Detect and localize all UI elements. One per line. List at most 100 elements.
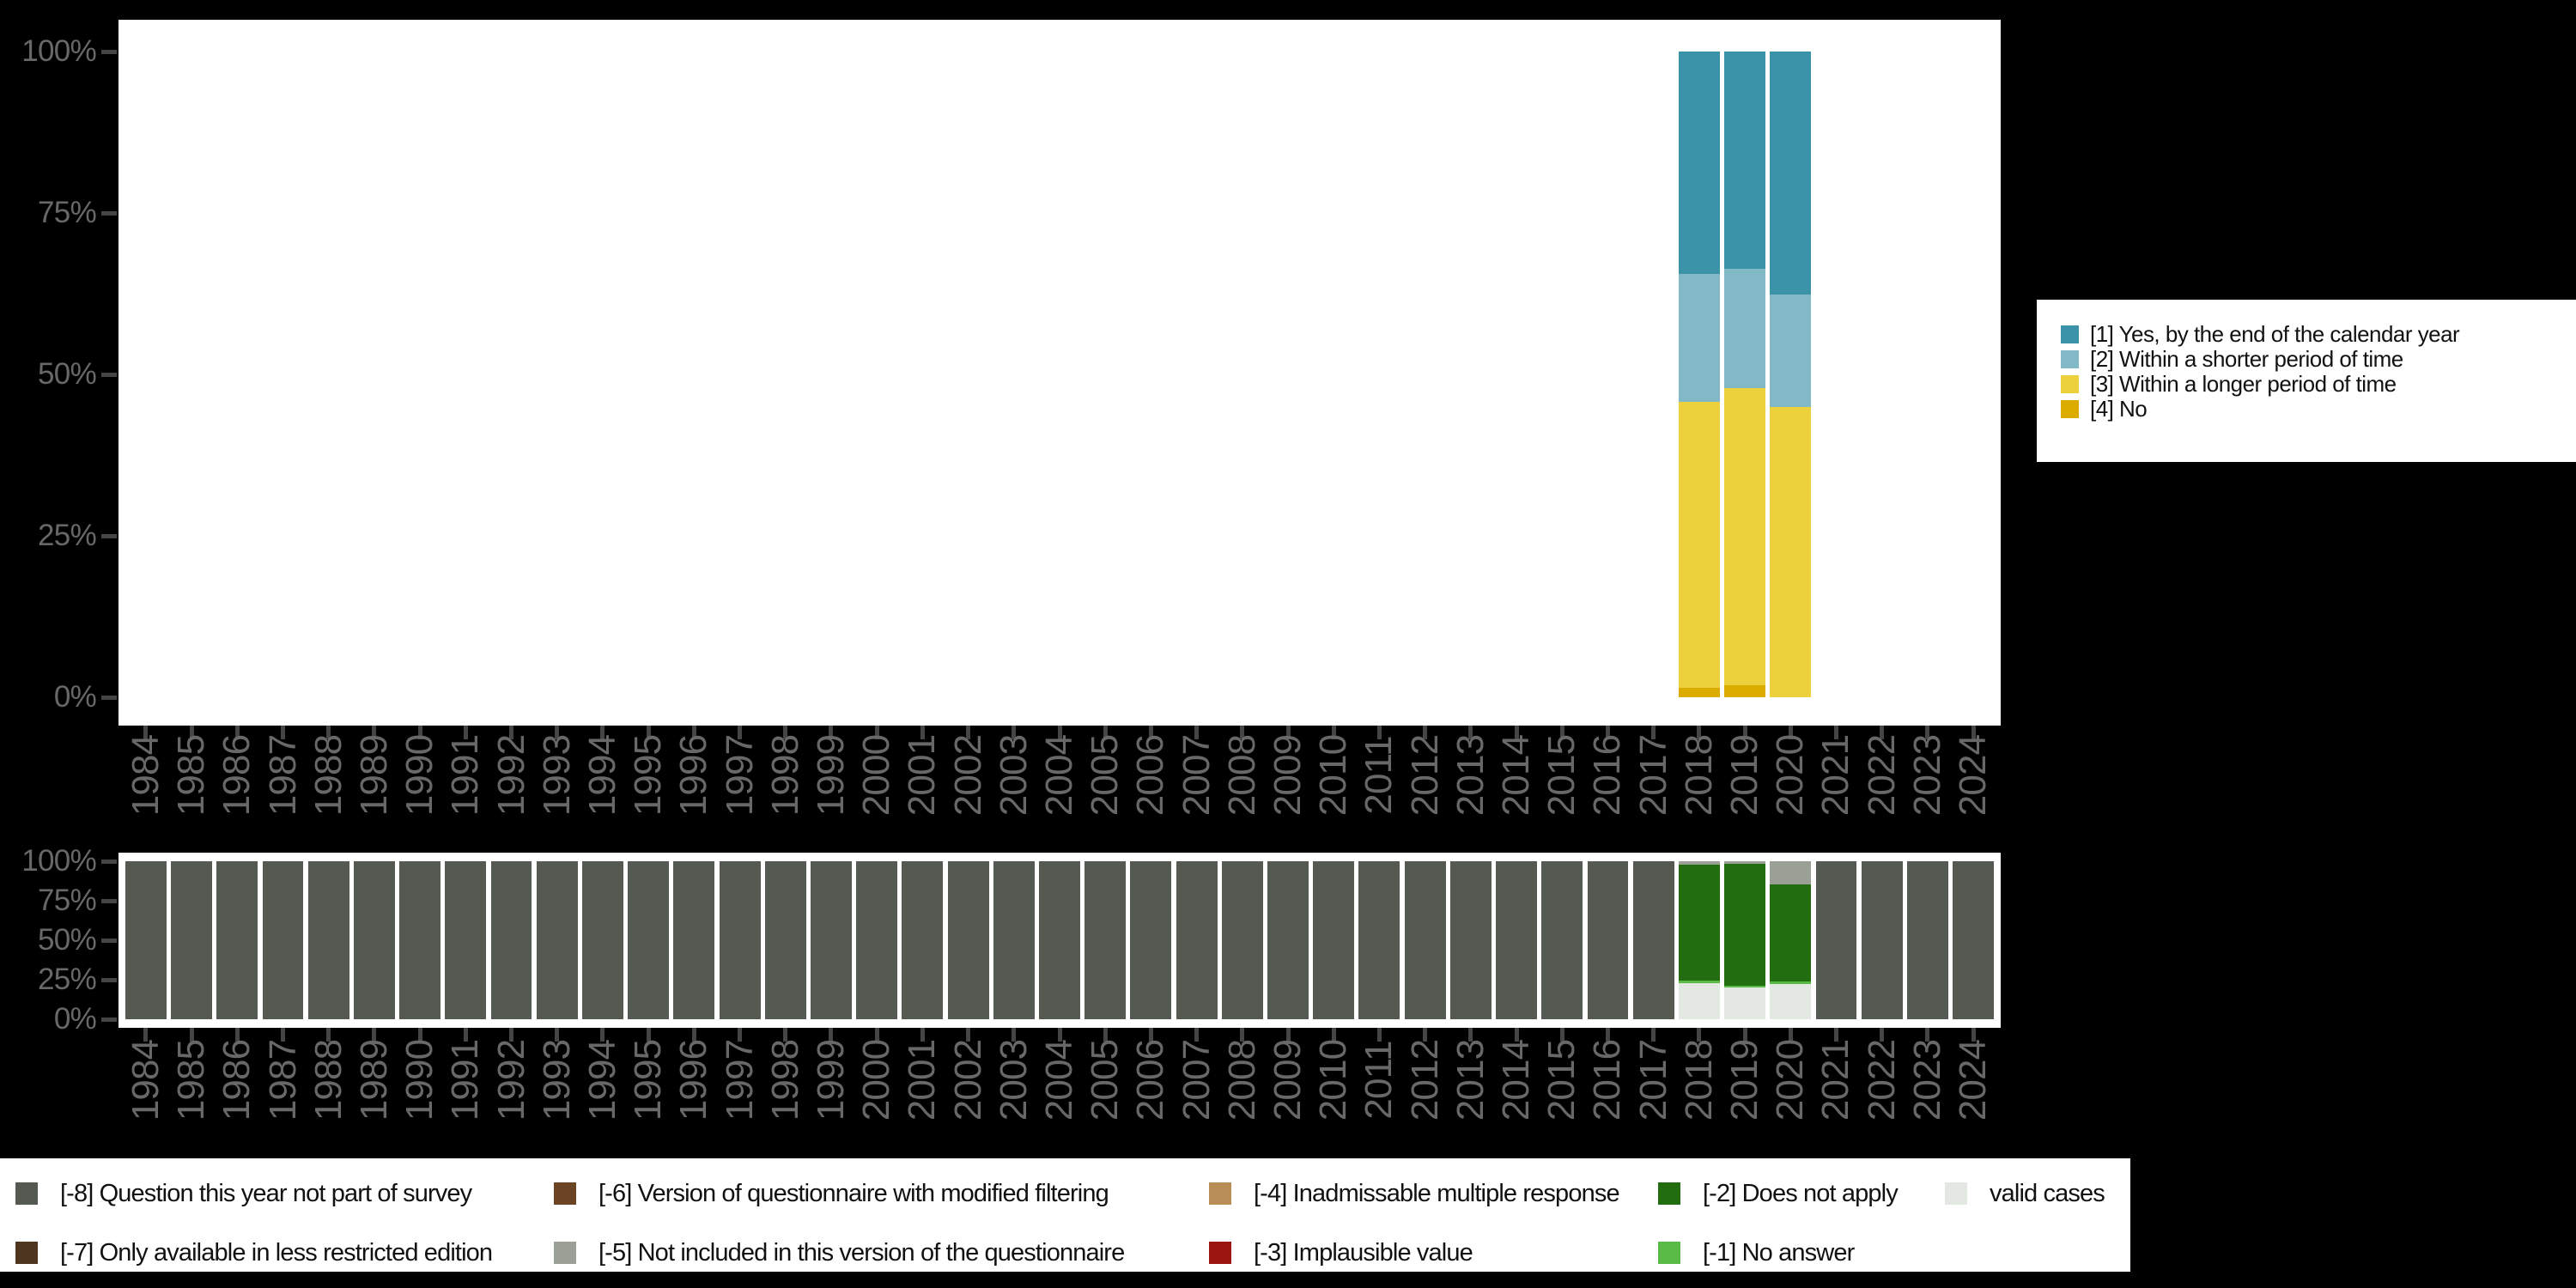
bar-segment-missing-values-1984 bbox=[125, 861, 167, 1019]
x-axis-tick bbox=[600, 726, 605, 739]
x-axis-label: 1993 bbox=[535, 734, 578, 817]
bar-segment-missing-values-2017 bbox=[1632, 861, 1674, 1019]
x-axis-label: 2020 bbox=[1769, 1039, 1812, 1121]
bar-segment-missing-values-2006 bbox=[1130, 861, 1172, 1019]
bar-segment-missing-values-2013 bbox=[1449, 861, 1492, 1019]
x-axis-label: 2006 bbox=[1129, 734, 1172, 817]
x-axis-tick bbox=[1559, 1028, 1564, 1042]
x-axis-tick bbox=[1331, 726, 1336, 739]
x-axis-label: 2009 bbox=[1267, 734, 1309, 817]
x-axis-tick bbox=[1833, 1028, 1838, 1042]
x-axis-tick bbox=[1788, 1028, 1793, 1042]
legend-label: [-6] Version of questionnaire with modif… bbox=[598, 1179, 1109, 1207]
x-axis-tick bbox=[509, 726, 514, 739]
y-axis-label: 0% bbox=[53, 680, 97, 714]
x-axis-label: 1986 bbox=[216, 734, 258, 817]
bar-segment-responses-2020 bbox=[1770, 52, 1812, 295]
x-axis-tick bbox=[1605, 726, 1610, 739]
x-axis-label: 1995 bbox=[627, 734, 670, 817]
bar-segment-missing-values-2010 bbox=[1313, 861, 1355, 1019]
missing-legend-item: [-5] Not included in this version of the… bbox=[554, 1239, 1125, 1267]
x-axis-tick bbox=[1742, 726, 1747, 739]
x-axis-label: 1998 bbox=[763, 1039, 806, 1121]
x-axis-tick bbox=[1971, 1028, 1976, 1042]
x-axis-tick bbox=[600, 1028, 605, 1042]
bar-segment-missing-values-2008 bbox=[1221, 861, 1263, 1019]
x-axis-label: 2015 bbox=[1540, 1039, 1583, 1121]
bar-segment-missing-values-2018 bbox=[1678, 861, 1720, 865]
x-axis-label: 2012 bbox=[1403, 1039, 1446, 1121]
x-axis-label: 2014 bbox=[1495, 734, 1538, 817]
x-axis-tick bbox=[1103, 1028, 1108, 1042]
bar-segment-missing-values-1986 bbox=[216, 861, 258, 1019]
y-axis-label: 50% bbox=[38, 923, 97, 957]
x-axis-tick bbox=[281, 1028, 286, 1042]
bar-segment-missing-values-2020 bbox=[1770, 884, 1812, 981]
x-axis-tick bbox=[738, 726, 743, 739]
x-axis-label: 1996 bbox=[672, 734, 715, 817]
bar-segment-missing-values-2012 bbox=[1404, 861, 1446, 1019]
x-axis-tick bbox=[783, 726, 788, 739]
bar-segment-missing-values-1991 bbox=[445, 861, 487, 1019]
x-axis-label: 2024 bbox=[1952, 734, 1995, 817]
bar-segment-missing-values-2007 bbox=[1176, 861, 1218, 1019]
legend-swatch bbox=[15, 1182, 38, 1205]
bar-segment-responses-2019 bbox=[1724, 52, 1765, 270]
x-axis-label: 2004 bbox=[1038, 734, 1080, 817]
x-axis-tick bbox=[1103, 726, 1108, 739]
bar-segment-missing-values-1985 bbox=[171, 861, 213, 1019]
x-axis-label: 2020 bbox=[1769, 734, 1812, 817]
bar-segment-missing-values-2009 bbox=[1267, 861, 1309, 1019]
x-axis-label: 1997 bbox=[718, 734, 761, 817]
x-axis-tick bbox=[509, 1028, 514, 1042]
x-axis-label: 2010 bbox=[1312, 1039, 1355, 1121]
bar-segment-missing-values-2004 bbox=[1039, 861, 1080, 1019]
x-axis-label: 2011 bbox=[1358, 1041, 1400, 1120]
x-axis-label: 2019 bbox=[1723, 734, 1766, 817]
bar-segment-responses-2018 bbox=[1678, 274, 1720, 402]
y-axis-label: 50% bbox=[38, 357, 97, 391]
x-axis-tick bbox=[326, 726, 331, 739]
legend-label: [4] No bbox=[2090, 396, 2148, 422]
bar-segment-missing-values-2000 bbox=[856, 861, 898, 1019]
bar-segment-responses-2020 bbox=[1770, 406, 1812, 697]
x-axis-label: 2022 bbox=[1860, 734, 1903, 817]
x-axis-label: 1989 bbox=[352, 734, 395, 817]
x-axis-label: 2000 bbox=[855, 734, 898, 817]
bar-segment-missing-values-1999 bbox=[811, 861, 852, 1019]
x-axis-tick bbox=[738, 1028, 743, 1042]
x-axis-label: 1990 bbox=[398, 1039, 441, 1121]
legend-swatch bbox=[2061, 350, 2079, 368]
x-axis-tick bbox=[1012, 726, 1017, 739]
legend-label: [1] Yes, by the end of the calendar year bbox=[2090, 321, 2460, 347]
x-axis-label: 2002 bbox=[946, 1039, 989, 1121]
missing-legend-item: [-7] Only available in less restricted e… bbox=[15, 1239, 493, 1267]
bar-segment-missing-values-2019 bbox=[1724, 987, 1765, 1019]
bar-segment-missing-values-2018 bbox=[1678, 864, 1720, 981]
bar-segment-missing-values-2020 bbox=[1770, 861, 1812, 884]
x-axis-tick bbox=[417, 726, 422, 739]
x-axis-tick bbox=[1012, 1028, 1017, 1042]
x-axis-label: 1997 bbox=[718, 1039, 761, 1121]
x-axis-tick bbox=[1194, 726, 1200, 739]
x-axis-label: 2003 bbox=[992, 734, 1035, 817]
bar-segment-responses-2020 bbox=[1770, 294, 1812, 407]
x-axis-tick bbox=[463, 726, 468, 739]
y-axis-tick bbox=[101, 210, 117, 216]
x-axis-tick bbox=[1148, 1028, 1153, 1042]
x-axis-label: 2018 bbox=[1677, 1039, 1720, 1121]
x-axis-tick bbox=[326, 1028, 331, 1042]
legend-label: [-3] Implausible value bbox=[1254, 1238, 1473, 1267]
x-axis-tick bbox=[234, 1028, 240, 1042]
bar-segment-responses-2018 bbox=[1678, 52, 1720, 275]
y-axis-label: 100% bbox=[21, 844, 96, 878]
bar-segment-missing-values-2023 bbox=[1906, 861, 1948, 1019]
x-axis-label: 2015 bbox=[1540, 734, 1583, 817]
y-axis-tick bbox=[101, 533, 117, 538]
x-axis-label: 1984 bbox=[124, 734, 167, 817]
x-axis-label: 2007 bbox=[1175, 1039, 1218, 1121]
missing-legend-item: valid cases bbox=[1945, 1180, 2105, 1207]
legend-swatch bbox=[554, 1242, 576, 1264]
x-axis-label: 1988 bbox=[307, 1039, 349, 1121]
legend-item: [1] Yes, by the end of the calendar year bbox=[2037, 321, 2576, 347]
